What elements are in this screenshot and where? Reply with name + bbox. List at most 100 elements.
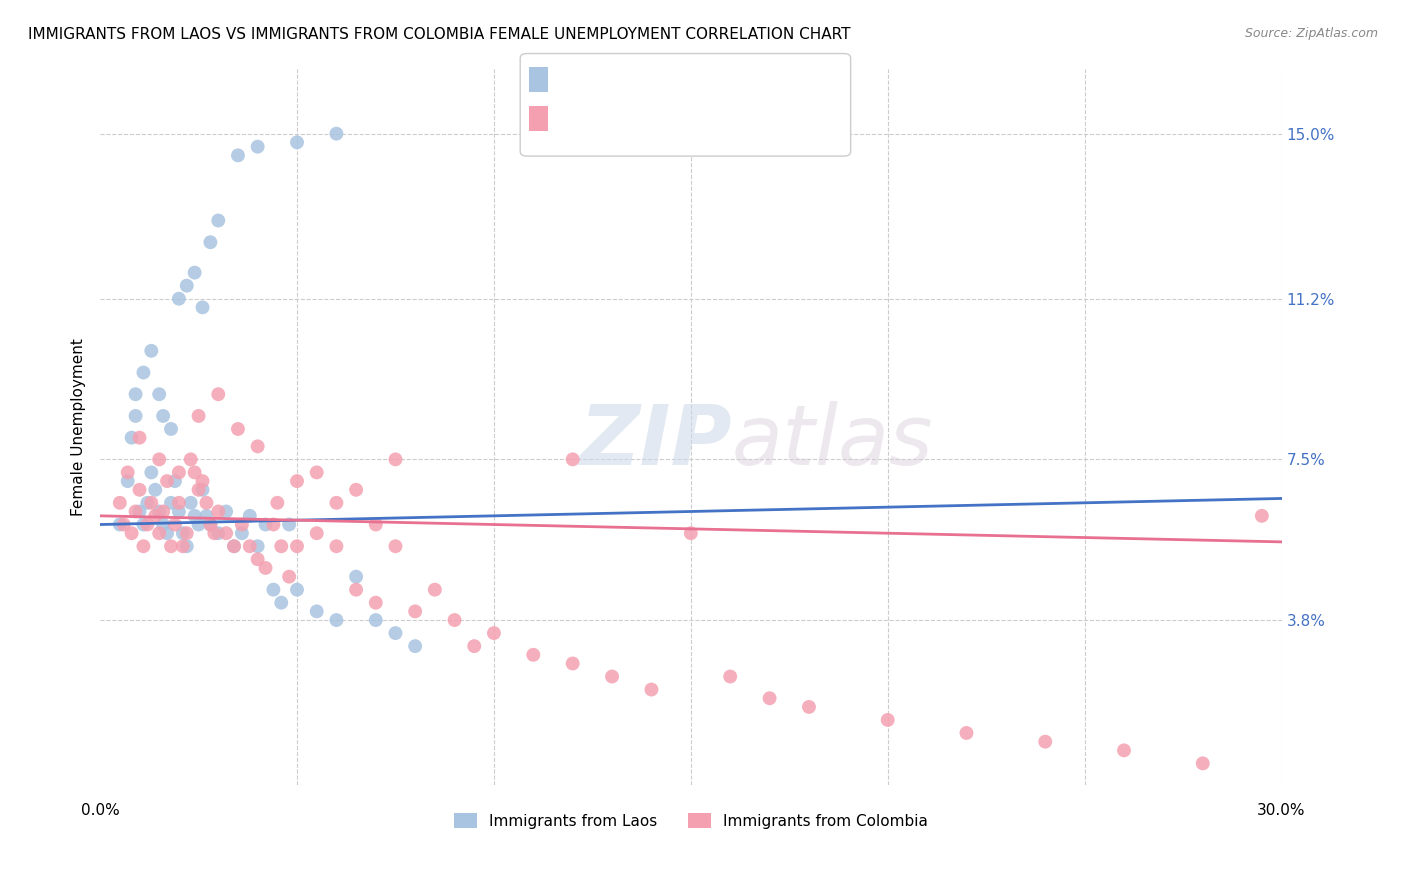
Text: atlas: atlas — [731, 401, 934, 482]
Point — [191, 474, 214, 488]
Point — [285, 582, 308, 597]
Point — [180, 452, 202, 467]
Point — [112, 517, 135, 532]
Point — [183, 508, 205, 523]
Point — [128, 483, 150, 497]
Y-axis label: Female Unemployment: Female Unemployment — [72, 338, 86, 516]
Point — [148, 526, 170, 541]
Point — [254, 517, 277, 532]
Point — [167, 292, 190, 306]
Point — [124, 504, 146, 518]
Point — [180, 496, 202, 510]
Point — [561, 657, 583, 671]
Point — [128, 431, 150, 445]
Point — [148, 504, 170, 518]
Point — [679, 526, 702, 541]
Text: 0.045: 0.045 — [600, 70, 648, 85]
Point — [156, 526, 179, 541]
Point — [183, 466, 205, 480]
Point — [262, 517, 284, 532]
Point — [176, 278, 198, 293]
Point — [246, 552, 269, 566]
Point — [143, 483, 166, 497]
Point — [215, 504, 238, 518]
Point — [207, 387, 229, 401]
Point — [215, 526, 238, 541]
Point — [239, 539, 262, 553]
Point — [195, 496, 218, 510]
Text: N =: N = — [665, 110, 695, 124]
Text: 75: 75 — [710, 110, 731, 124]
Point — [325, 539, 347, 553]
Point — [246, 439, 269, 453]
Point — [167, 504, 190, 518]
Point — [141, 343, 163, 358]
Point — [117, 466, 139, 480]
Point — [463, 639, 485, 653]
Point — [156, 474, 179, 488]
Point — [246, 139, 269, 153]
Point — [325, 496, 347, 510]
Point — [640, 682, 662, 697]
Text: -0.068: -0.068 — [600, 110, 655, 124]
Point — [344, 582, 367, 597]
Point — [758, 691, 780, 706]
Text: R =: R = — [553, 110, 581, 124]
Point — [143, 508, 166, 523]
Point — [191, 483, 214, 497]
Point — [1250, 508, 1272, 523]
Point — [305, 604, 328, 618]
Point — [187, 517, 209, 532]
Text: R =: R = — [553, 70, 581, 85]
Point — [239, 508, 262, 523]
Point — [364, 613, 387, 627]
Point — [160, 496, 183, 510]
Point — [200, 517, 222, 532]
Point — [128, 504, 150, 518]
Point — [172, 539, 194, 553]
Point — [266, 496, 288, 510]
Point — [262, 582, 284, 597]
Point — [195, 508, 218, 523]
Point — [152, 517, 174, 532]
Point — [152, 409, 174, 423]
Point — [167, 496, 190, 510]
Point — [325, 127, 347, 141]
Point — [132, 366, 155, 380]
Point — [176, 539, 198, 553]
Point — [1191, 756, 1213, 771]
Point — [207, 504, 229, 518]
Point — [384, 539, 406, 553]
Point — [384, 626, 406, 640]
Point — [108, 517, 131, 532]
Point — [285, 136, 308, 150]
Point — [270, 596, 292, 610]
Point — [254, 561, 277, 575]
Point — [124, 387, 146, 401]
Point — [231, 517, 253, 532]
Point — [152, 504, 174, 518]
Point — [285, 539, 308, 553]
Point — [423, 582, 446, 597]
Text: 56: 56 — [710, 70, 731, 85]
Point — [187, 409, 209, 423]
Point — [124, 409, 146, 423]
Point — [141, 496, 163, 510]
Point — [522, 648, 544, 662]
Point — [132, 517, 155, 532]
Point — [160, 539, 183, 553]
Point — [305, 466, 328, 480]
Point — [1033, 734, 1056, 748]
Point — [207, 213, 229, 227]
Point — [121, 431, 143, 445]
Point — [278, 569, 301, 583]
Point — [132, 539, 155, 553]
Point — [141, 466, 163, 480]
Point — [200, 235, 222, 250]
Point — [121, 526, 143, 541]
Point — [187, 483, 209, 497]
Point — [344, 569, 367, 583]
Point — [231, 526, 253, 541]
Point — [561, 452, 583, 467]
Point — [270, 539, 292, 553]
